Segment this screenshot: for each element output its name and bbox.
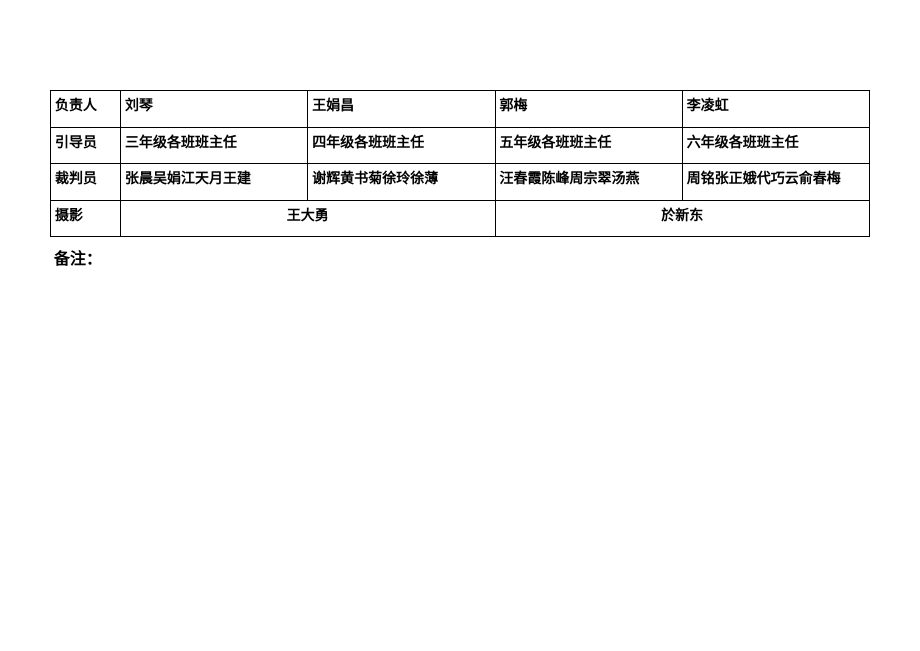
table-cell: 李凌虹 xyxy=(682,91,869,128)
table-row: 裁判员 张晨吴娟江天月王建 谢辉黄书菊徐玲徐薄 汪春霞陈峰周宗翠汤燕 周铭张正娥… xyxy=(51,164,870,201)
table-cell: 谢辉黄书菊徐玲徐薄 xyxy=(308,164,495,201)
row-header: 摄影 xyxy=(51,200,121,237)
table-cell-merged: 於新东 xyxy=(495,200,870,237)
table-cell: 五年级各班班主任 xyxy=(495,127,682,164)
table-cell-merged: 王大勇 xyxy=(121,200,496,237)
row-header: 裁判员 xyxy=(51,164,121,201)
table-cell: 刘琴 xyxy=(121,91,308,128)
table-row: 引导员 三年级各班班主任 四年级各班班主任 五年级各班班主任 六年级各班班主任 xyxy=(51,127,870,164)
staff-table: 负责人 刘琴 王娟昌 郭梅 李凌虹 引导员 三年级各班班主任 四年级各班班主任 … xyxy=(50,90,870,237)
table-cell: 王娟昌 xyxy=(308,91,495,128)
table-cell: 张晨吴娟江天月王建 xyxy=(121,164,308,201)
table-row-photography: 摄影 王大勇 於新东 xyxy=(51,200,870,237)
table-cell: 郭梅 xyxy=(495,91,682,128)
table-cell: 周铭张正娥代巧云俞春梅 xyxy=(682,164,869,201)
row-header: 引导员 xyxy=(51,127,121,164)
table-cell: 四年级各班班主任 xyxy=(308,127,495,164)
table-row: 负责人 刘琴 王娟昌 郭梅 李凌虹 xyxy=(51,91,870,128)
row-header: 负责人 xyxy=(51,91,121,128)
table-cell: 三年级各班班主任 xyxy=(121,127,308,164)
table-cell: 汪春霞陈峰周宗翠汤燕 xyxy=(495,164,682,201)
note-label: 备注： xyxy=(50,245,870,269)
table-cell: 六年级各班班主任 xyxy=(682,127,869,164)
